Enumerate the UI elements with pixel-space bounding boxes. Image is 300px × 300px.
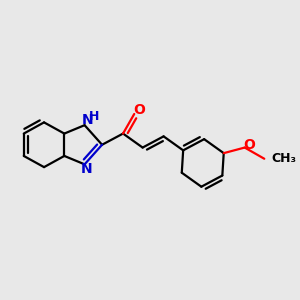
- Text: O: O: [133, 103, 145, 118]
- Text: CH₃: CH₃: [271, 152, 296, 165]
- Text: N: N: [82, 113, 93, 127]
- Text: O: O: [243, 138, 255, 152]
- Text: H: H: [89, 110, 100, 123]
- Text: N: N: [81, 162, 92, 176]
